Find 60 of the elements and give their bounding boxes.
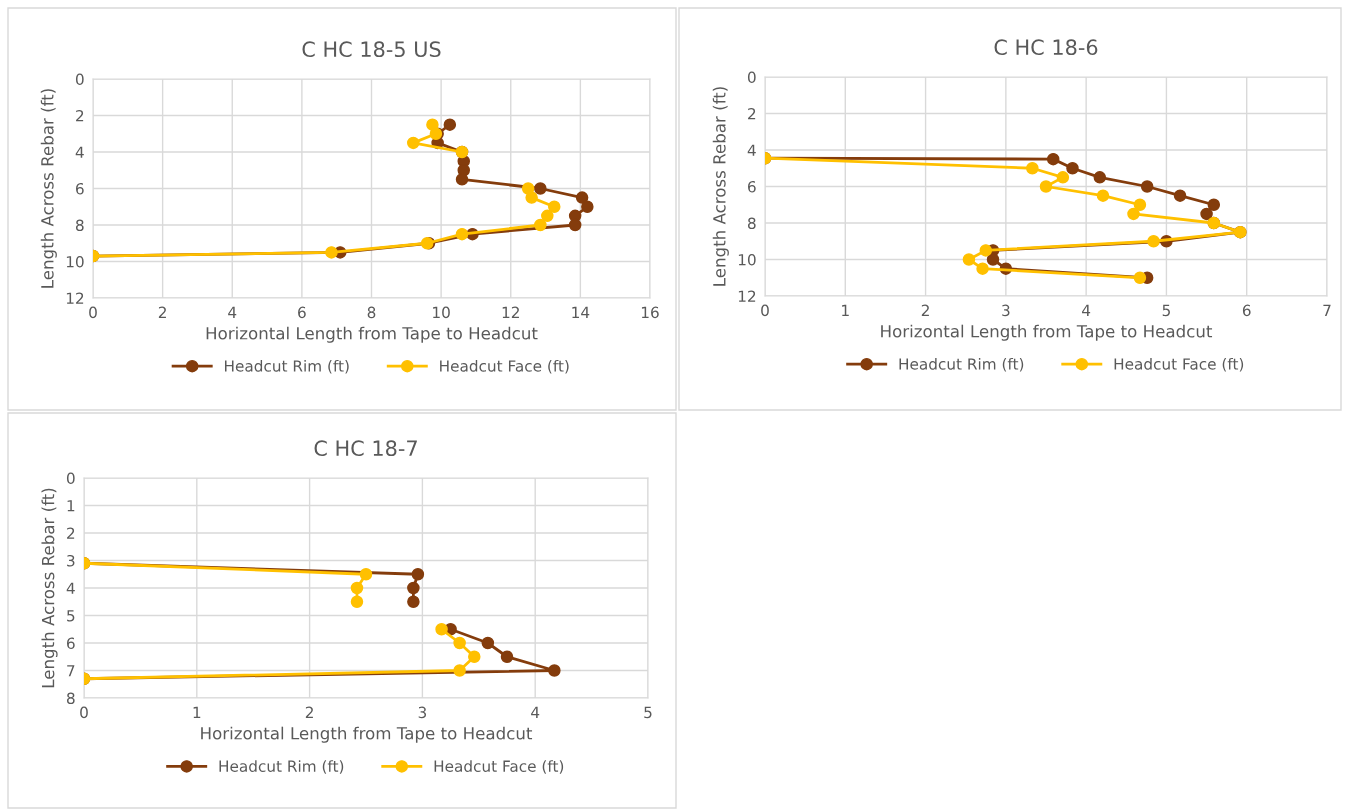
y-tick-label: 2 [67,527,75,539]
x-tick-label: 2 [158,306,166,318]
chart-title: C HC 18-6 [994,39,1098,56]
x-axis-title: Horizontal Length from Tape to Headcut [201,726,533,743]
x-tick-label: 3 [1002,304,1010,317]
y-tick-label: 6 [76,182,84,195]
y-tick-label: 5 [67,610,75,622]
y-tick-label: 6 [748,180,756,193]
y-tick-label: 8 [66,692,75,705]
x-axis-title: Horizontal Length from Tape to Headcut [881,324,1213,341]
x-tick-label: 10 [433,306,450,319]
x-tick-label: 14 [572,306,590,318]
x-tick-label: 4 [1082,304,1091,316]
chart-title: C HC 18-5 US [302,41,441,58]
y-tick-label: 12 [66,292,84,304]
y-axis-title: Length Across Rebar (ft) [40,89,57,288]
x-tick-label: 1 [193,706,201,718]
x-tick-label: 8 [367,306,376,319]
x-tick-label: 4 [228,306,237,318]
x-tick-label: 0 [761,304,769,317]
x-axis-title: Horizontal Length from Tape to Headcut [206,326,538,343]
x-tick-label: 6 [1242,304,1251,317]
legend-label: Headcut Face (ft) [434,760,564,774]
chart-title: C HC 18-7 [314,440,417,457]
x-tick-label: 5 [644,706,652,719]
y-tick-label: 8 [747,217,756,230]
y-tick-label: 0 [66,472,75,485]
y-tick-label: 0 [75,73,84,86]
y-tick-label: 12 [738,290,756,302]
y-tick-label: 4 [66,582,75,594]
x-tick-label: 7 [1323,304,1331,316]
y-axis-title: Length Across Rebar (ft) [41,488,58,688]
y-tick-label: 3 [67,554,75,567]
y-axis-title: Length Across Rebar (ft) [712,87,729,286]
legend-label: Headcut Rim (ft) [225,359,349,374]
y-tick-label: 10 [66,255,84,268]
y-tick-label: 7 [67,665,75,677]
x-tick-label: 3 [418,706,427,719]
y-tick-label: 2 [748,107,756,120]
y-tick-label: 0 [747,71,756,84]
x-tick-label: 0 [89,306,97,319]
legend-label: Headcut Rim (ft) [899,357,1024,372]
y-tick-label: 10 [738,253,756,266]
legend-label: Headcut Face (ft) [440,359,569,374]
y-tick-label: 4 [75,146,84,158]
x-tick-label: 5 [1162,304,1170,317]
x-tick-label: 1 [842,304,849,316]
x-tick-label: 4 [531,706,540,718]
x-tick-label: 2 [305,706,313,718]
y-tick-label: 6 [67,637,75,650]
y-tick-label: 2 [76,109,84,122]
x-tick-label: 6 [298,306,306,319]
x-tick-label: 12 [502,306,519,318]
legend-label: Headcut Rim (ft) [219,760,344,774]
x-tick-label: 2 [921,304,929,316]
x-tick-label: 16 [641,306,659,319]
y-tick-label: 4 [747,144,756,156]
y-tick-label: 1 [67,500,75,512]
y-tick-label: 8 [75,219,84,232]
legend-label: Headcut Face (ft) [1114,357,1244,372]
